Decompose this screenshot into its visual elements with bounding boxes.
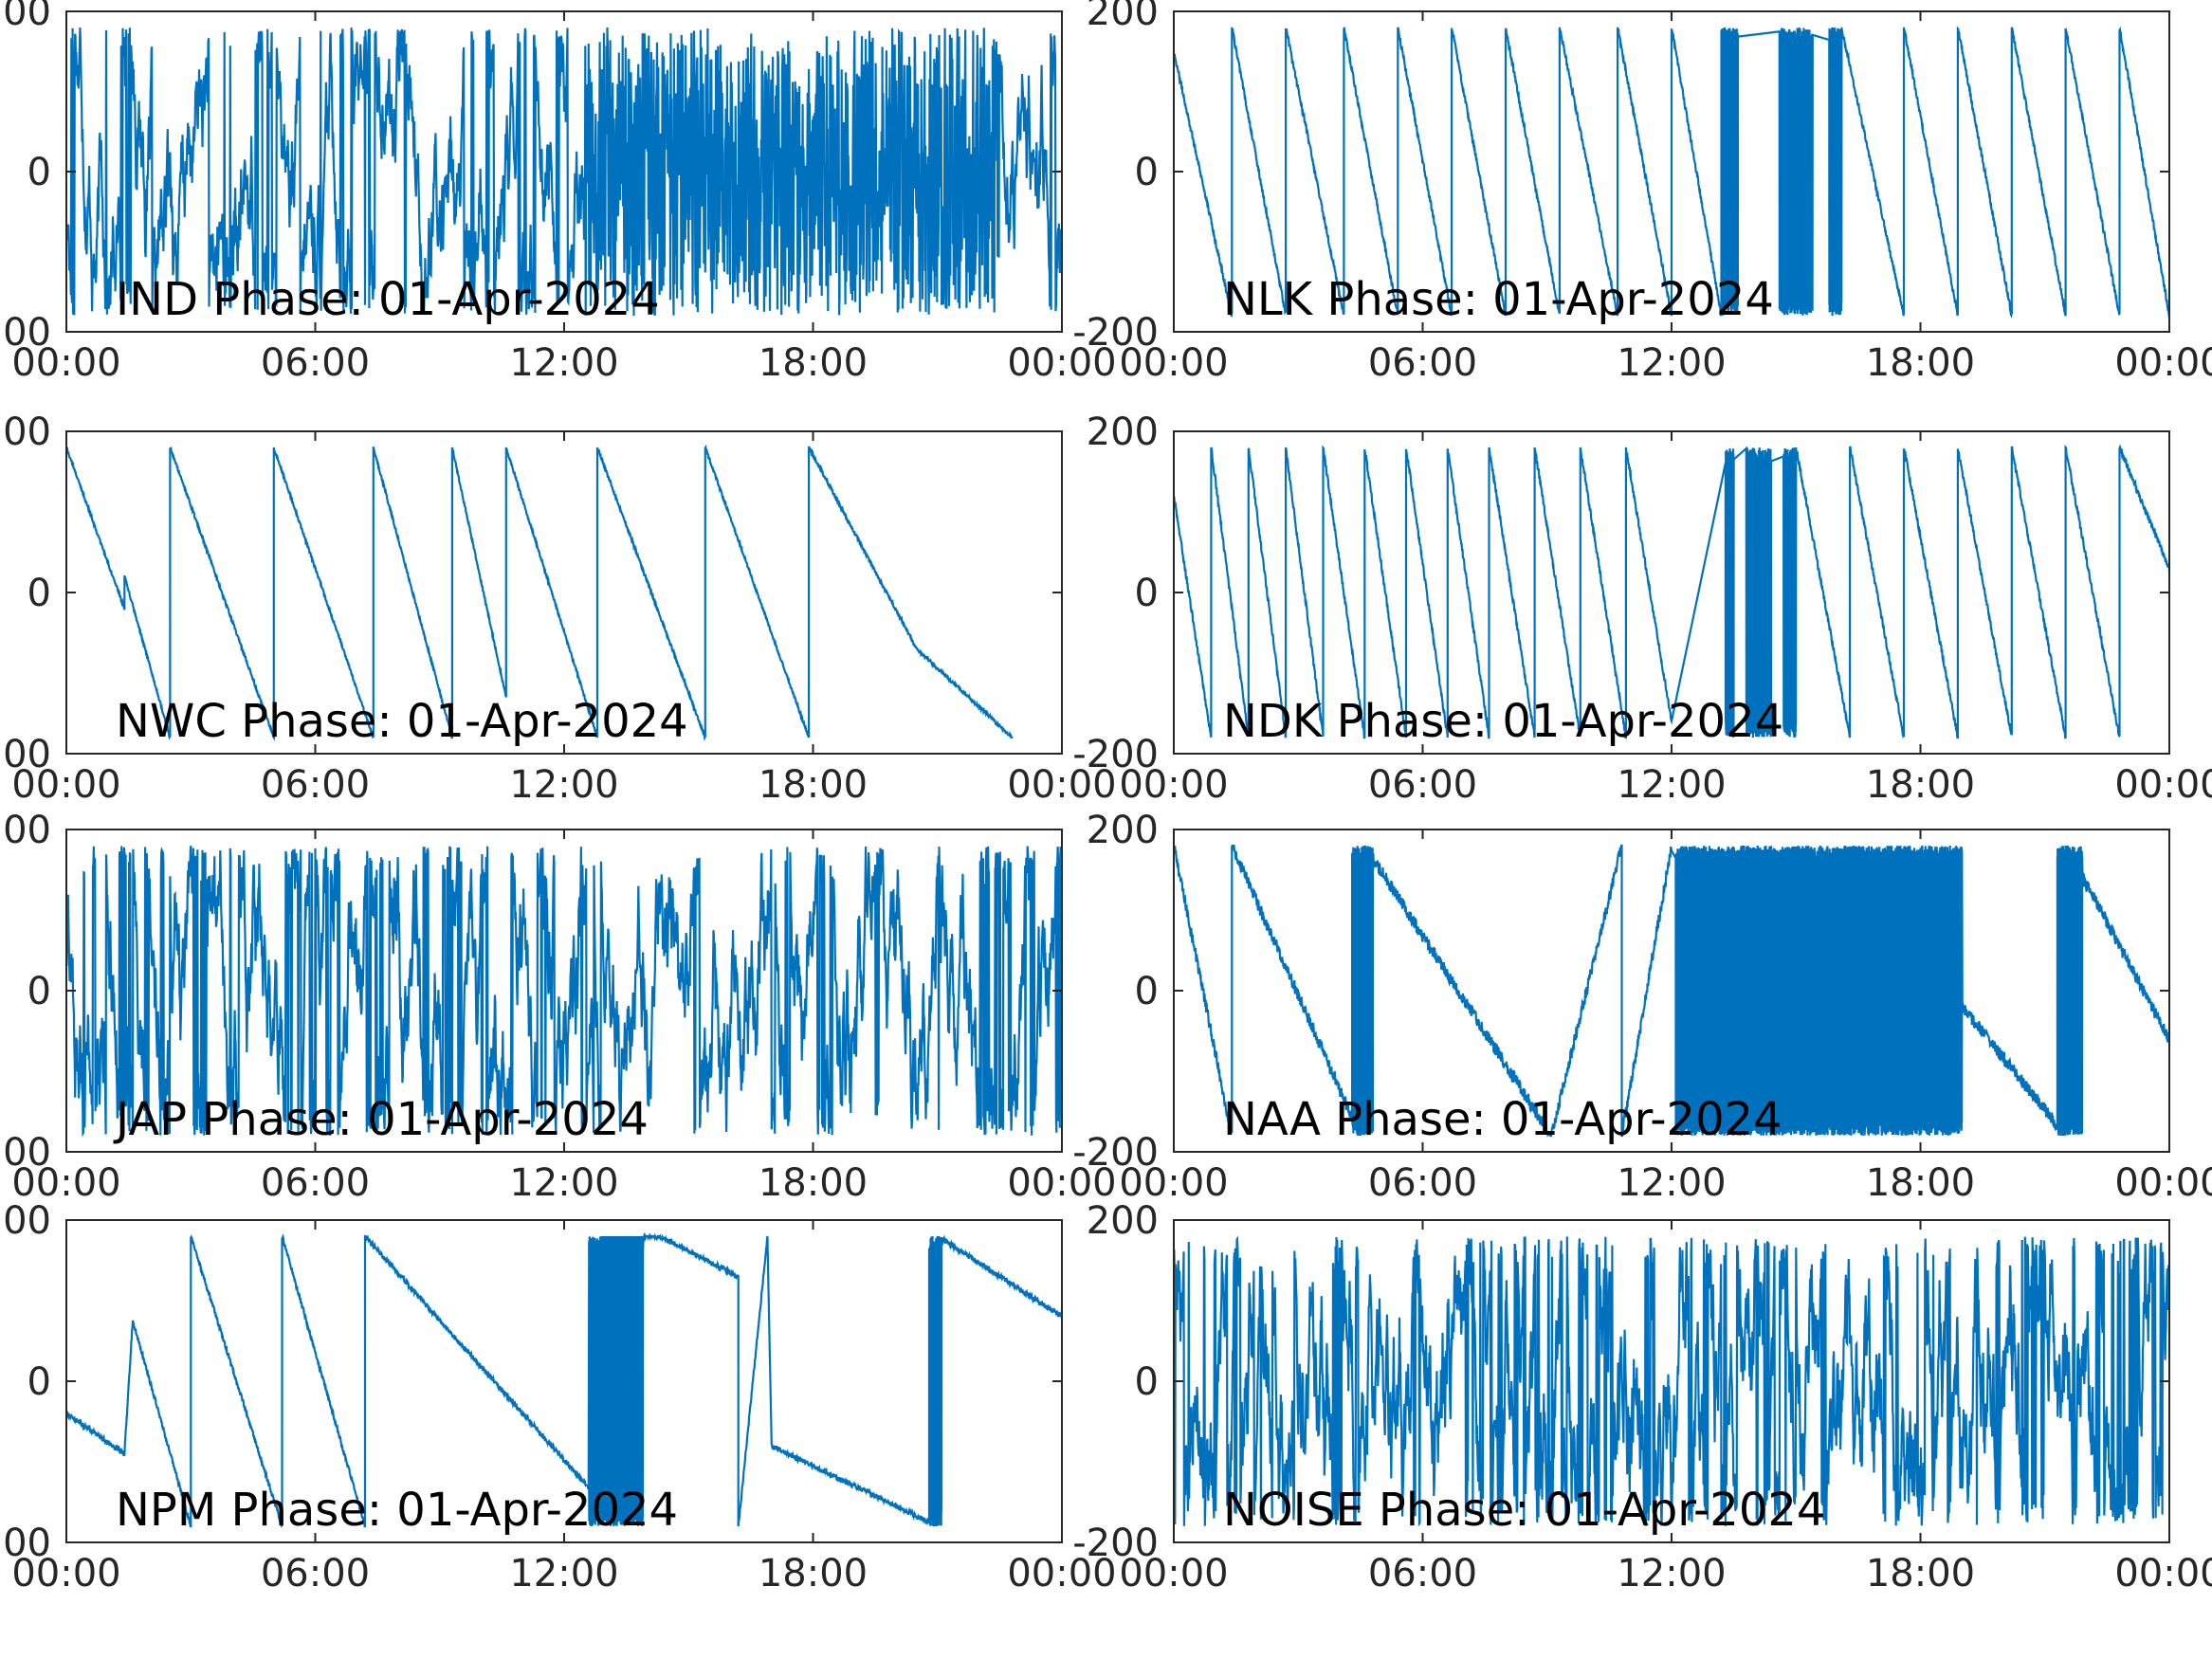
x-tick-label: 00:00	[1119, 341, 1228, 385]
panel-title: JAP Phase: 01-Apr-2024	[113, 1093, 649, 1146]
y-tick-label: 0	[27, 572, 51, 615]
y-tick-label: 0	[1135, 151, 1159, 194]
series-line-npm	[66, 1231, 1062, 1528]
x-tick-label: 00:00	[1007, 1161, 1116, 1205]
y-tick-label: 0	[27, 1360, 51, 1404]
y-tick-label: 0	[27, 970, 51, 1013]
panel-title: NLK Phase: 01-Apr-2024	[1223, 273, 1774, 326]
x-tick-label: 00:00	[2114, 1161, 2212, 1205]
x-tick-label: 12:00	[1617, 341, 1726, 385]
panel-title: NDK Phase: 01-Apr-2024	[1223, 695, 1783, 748]
series-line-naa	[1174, 844, 2169, 1138]
x-tick-label: 06:00	[1368, 1161, 1477, 1205]
x-tick-label: 18:00	[759, 341, 868, 385]
y-tick-label: 0	[1135, 1360, 1159, 1404]
x-tick-label: 12:00	[509, 341, 618, 385]
x-tick-label: 00:00	[1119, 763, 1228, 807]
series-line-nlk	[1174, 26, 2169, 319]
y-tick-label: -200	[0, 733, 51, 776]
series-line-ind	[66, 27, 1062, 317]
x-tick-label: 00:00	[2114, 341, 2212, 385]
y-tick-label: -200	[1072, 311, 1159, 355]
x-tick-label: 06:00	[261, 341, 370, 385]
panel-title: NOISE Phase: 01-Apr-2024	[1223, 1484, 1825, 1537]
y-tick-label: -200	[0, 1131, 51, 1175]
y-tick-label: 200	[1087, 1199, 1159, 1243]
x-tick-label: 18:00	[1866, 763, 1975, 807]
x-tick-label: 00:00	[1007, 1552, 1116, 1595]
x-tick-label: 00:00	[2114, 763, 2212, 807]
y-tick-label: -200	[0, 1522, 51, 1565]
series-line-nwc	[66, 444, 1014, 742]
y-tick-label: 200	[0, 410, 51, 454]
x-tick-label: 00:00	[11, 763, 120, 807]
panel-title: NAA Phase: 01-Apr-2024	[1223, 1093, 1782, 1146]
x-tick-label: 18:00	[1866, 341, 1975, 385]
x-tick-label: 18:00	[759, 1161, 868, 1205]
x-tick-label: 06:00	[261, 1161, 370, 1205]
y-tick-label: -200	[1072, 1131, 1159, 1175]
x-tick-label: 00:00	[11, 341, 120, 385]
y-tick-label: -200	[1072, 733, 1159, 776]
x-tick-label: 12:00	[509, 1161, 618, 1205]
y-tick-label: -200	[1072, 1522, 1159, 1565]
panel-title: NWC Phase: 01-Apr-2024	[116, 695, 688, 748]
x-tick-label: 00:00	[1119, 1161, 1228, 1205]
x-tick-label: 12:00	[1617, 1552, 1726, 1595]
y-tick-label: 0	[1135, 970, 1159, 1013]
y-tick-label: -200	[0, 311, 51, 355]
x-tick-label: 00:00	[1007, 341, 1116, 385]
x-tick-label: 00:00	[11, 1552, 120, 1595]
y-tick-label: 200	[1087, 809, 1159, 852]
x-tick-label: 06:00	[1368, 341, 1477, 385]
y-tick-label: 200	[1087, 0, 1159, 34]
y-tick-label: 200	[0, 1199, 51, 1243]
x-tick-label: 00:00	[1119, 1552, 1228, 1595]
series-line-noise	[1174, 1235, 2169, 1527]
y-tick-label: 200	[0, 809, 51, 852]
y-tick-label: 0	[1135, 572, 1159, 615]
panel-title: IND Phase: 01-Apr-2024	[116, 273, 660, 326]
x-tick-label: 06:00	[261, 763, 370, 807]
x-tick-label: 18:00	[759, 763, 868, 807]
x-tick-label: 00:00	[1007, 763, 1116, 807]
panel-title: NPM Phase: 01-Apr-2024	[116, 1484, 678, 1537]
y-tick-label: 200	[0, 0, 51, 34]
x-tick-label: 18:00	[1866, 1552, 1975, 1595]
x-tick-label: 06:00	[261, 1552, 370, 1595]
y-tick-label: 200	[1087, 410, 1159, 454]
x-tick-label: 00:00	[11, 1161, 120, 1205]
x-tick-label: 12:00	[1617, 763, 1726, 807]
x-tick-label: 06:00	[1368, 1552, 1477, 1595]
x-tick-label: 12:00	[1617, 1161, 1726, 1205]
x-tick-label: 00:00	[2114, 1552, 2212, 1595]
x-tick-label: 18:00	[1866, 1161, 1975, 1205]
x-tick-label: 18:00	[759, 1552, 868, 1595]
series-line-ndk	[1174, 443, 2169, 739]
x-tick-label: 12:00	[509, 763, 618, 807]
x-tick-label: 06:00	[1368, 763, 1477, 807]
series-line-jap	[66, 846, 1062, 1138]
x-tick-label: 12:00	[509, 1552, 618, 1595]
y-tick-label: 0	[27, 151, 51, 194]
